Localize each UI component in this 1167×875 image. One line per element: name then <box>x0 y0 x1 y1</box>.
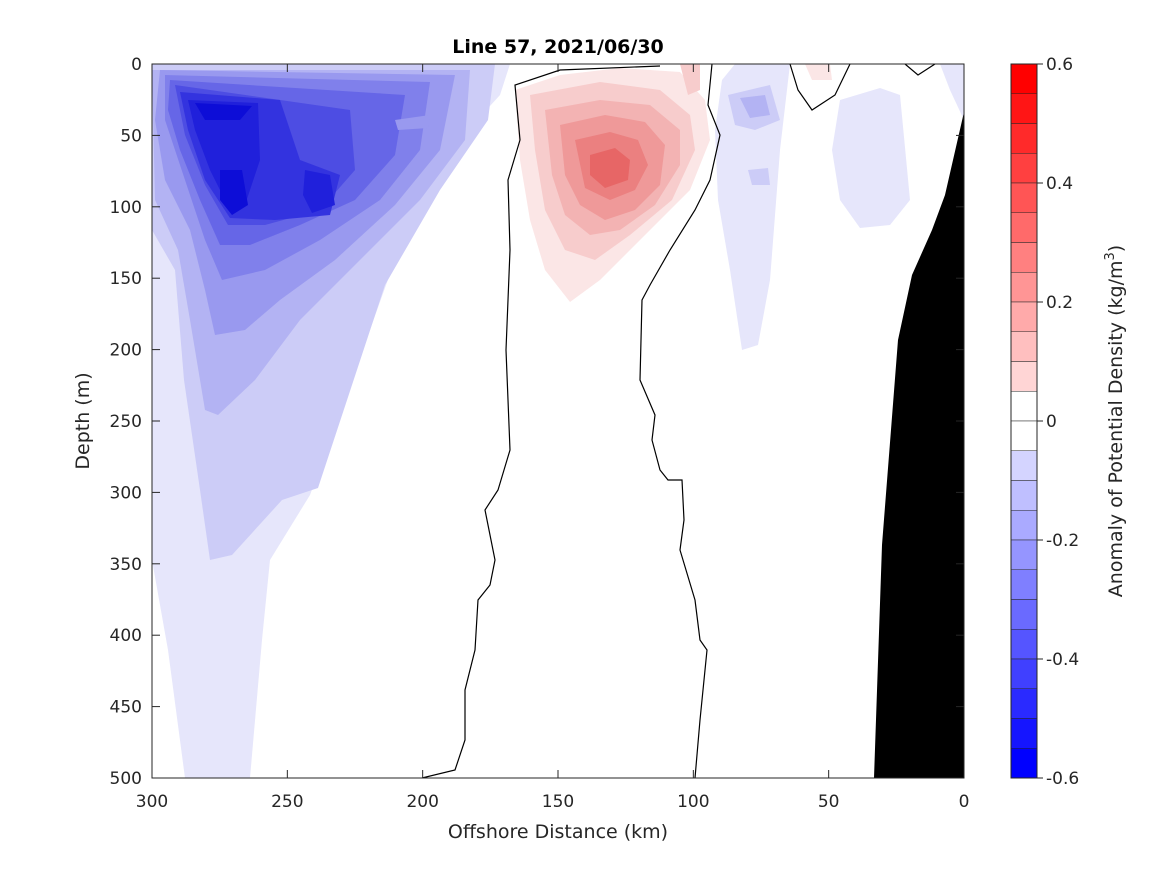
colorbar-units-sup: 3 <box>1103 252 1118 260</box>
zero-contour-2 <box>639 64 721 778</box>
colorbar-label-text: Anomaly of Potential Density <box>1105 322 1127 597</box>
colorbar-segment <box>1010 361 1038 392</box>
x-tick-label: 250 <box>271 792 303 812</box>
colorbar-tick-label: 0.4 <box>1046 174 1073 194</box>
colorbar-tick-label: 0.6 <box>1046 55 1073 75</box>
x-tick-label: 100 <box>677 792 709 812</box>
colorbar-segment <box>1010 748 1038 779</box>
x-tick-label: 50 <box>818 792 840 812</box>
colorbar-segment <box>1010 510 1038 541</box>
y-tick-label: 300 <box>110 483 142 503</box>
band-neg-near-1 <box>715 64 790 350</box>
colorbar-segment <box>1010 391 1038 422</box>
colorbar-tick-label: 0 <box>1046 412 1057 432</box>
band-neg-inner-light <box>395 115 430 130</box>
band-pos-030 <box>590 148 630 188</box>
zero-contour-4 <box>904 64 936 76</box>
contour-fill <box>152 64 964 778</box>
y-tick-label: 250 <box>110 412 142 432</box>
x-ticks: 300 250 200 150 100 50 0 <box>136 64 970 812</box>
band-neg-045b <box>303 170 335 213</box>
colorbar-tick-label: 0.2 <box>1046 293 1073 313</box>
colorbar-segment <box>1010 153 1038 184</box>
zero-contour-3 <box>789 64 851 111</box>
band-neg-near-6 <box>940 64 964 120</box>
colorbar-segment <box>1010 688 1038 719</box>
colorbar-segment <box>1010 242 1038 273</box>
y-tick-label: 50 <box>120 126 142 146</box>
y-tick-label: 500 <box>110 769 142 789</box>
colorbar-segment <box>1010 420 1038 451</box>
colorbar-segment <box>1010 93 1038 124</box>
colorbar-segment <box>1010 658 1038 689</box>
colorbar <box>1010 63 1038 779</box>
colorbar-segment <box>1010 539 1038 570</box>
chart-title: Line 57, 2021/06/30 <box>452 36 664 58</box>
colorbar-segment <box>1010 480 1038 511</box>
band-neg-near-3 <box>740 95 770 118</box>
colorbar-segment <box>1010 272 1038 303</box>
colorbar-segment <box>1010 301 1038 332</box>
colorbar-segment <box>1010 450 1038 481</box>
band-pos-near2 <box>680 64 700 95</box>
colorbar-segment <box>1010 629 1038 660</box>
colorbar-units-close: ) <box>1105 245 1127 252</box>
band-neg-050 <box>195 103 252 120</box>
y-axis-label: Depth (m) <box>72 372 94 469</box>
y-tick-label: 350 <box>110 555 142 575</box>
zero-contour-1 <box>421 65 661 778</box>
x-tick-label: 0 <box>959 792 970 812</box>
colorbar-ticks: 0.6 0.4 0.2 0 -0.2 -0.4 -0.6 <box>1037 55 1079 789</box>
colorbar-segment <box>1010 182 1038 213</box>
y-tick-label: 200 <box>110 341 142 361</box>
colorbar-segment <box>1010 212 1038 243</box>
colorbar-segment <box>1010 599 1038 630</box>
y-tick-label: 0 <box>131 55 142 75</box>
x-tick-label: 200 <box>406 792 438 812</box>
band-neg-050b <box>220 170 248 215</box>
band-neg-near-4 <box>748 168 770 185</box>
colorbar-tick-label: -0.6 <box>1046 769 1079 789</box>
colorbar-units: (kg/m <box>1105 261 1127 316</box>
x-tick-label: 300 <box>136 792 168 812</box>
x-axis-label: Offshore Distance (km) <box>448 821 668 843</box>
band-pos-near <box>805 64 832 80</box>
y-tick-label: 100 <box>110 198 142 218</box>
colorbar-segment <box>1010 331 1038 362</box>
x-tick-label: 150 <box>542 792 574 812</box>
band-neg-near-5 <box>832 88 910 228</box>
y-tick-label: 400 <box>110 626 142 646</box>
colorbar-tick-label: -0.4 <box>1046 650 1079 670</box>
y-tick-label: 150 <box>110 269 142 289</box>
bathymetry <box>874 112 964 778</box>
colorbar-label: Anomaly of Potential Density (kg/m3) <box>1103 245 1127 597</box>
colorbar-tick-label: -0.2 <box>1046 531 1079 551</box>
y-tick-label: 450 <box>110 698 142 718</box>
colorbar-segment <box>1010 123 1038 154</box>
colorbar-segment <box>1010 63 1038 94</box>
y-ticks: 0 50 100 150 200 250 300 350 400 450 500 <box>110 55 964 789</box>
colorbar-segment <box>1010 718 1038 749</box>
colorbar-segment <box>1010 569 1038 600</box>
